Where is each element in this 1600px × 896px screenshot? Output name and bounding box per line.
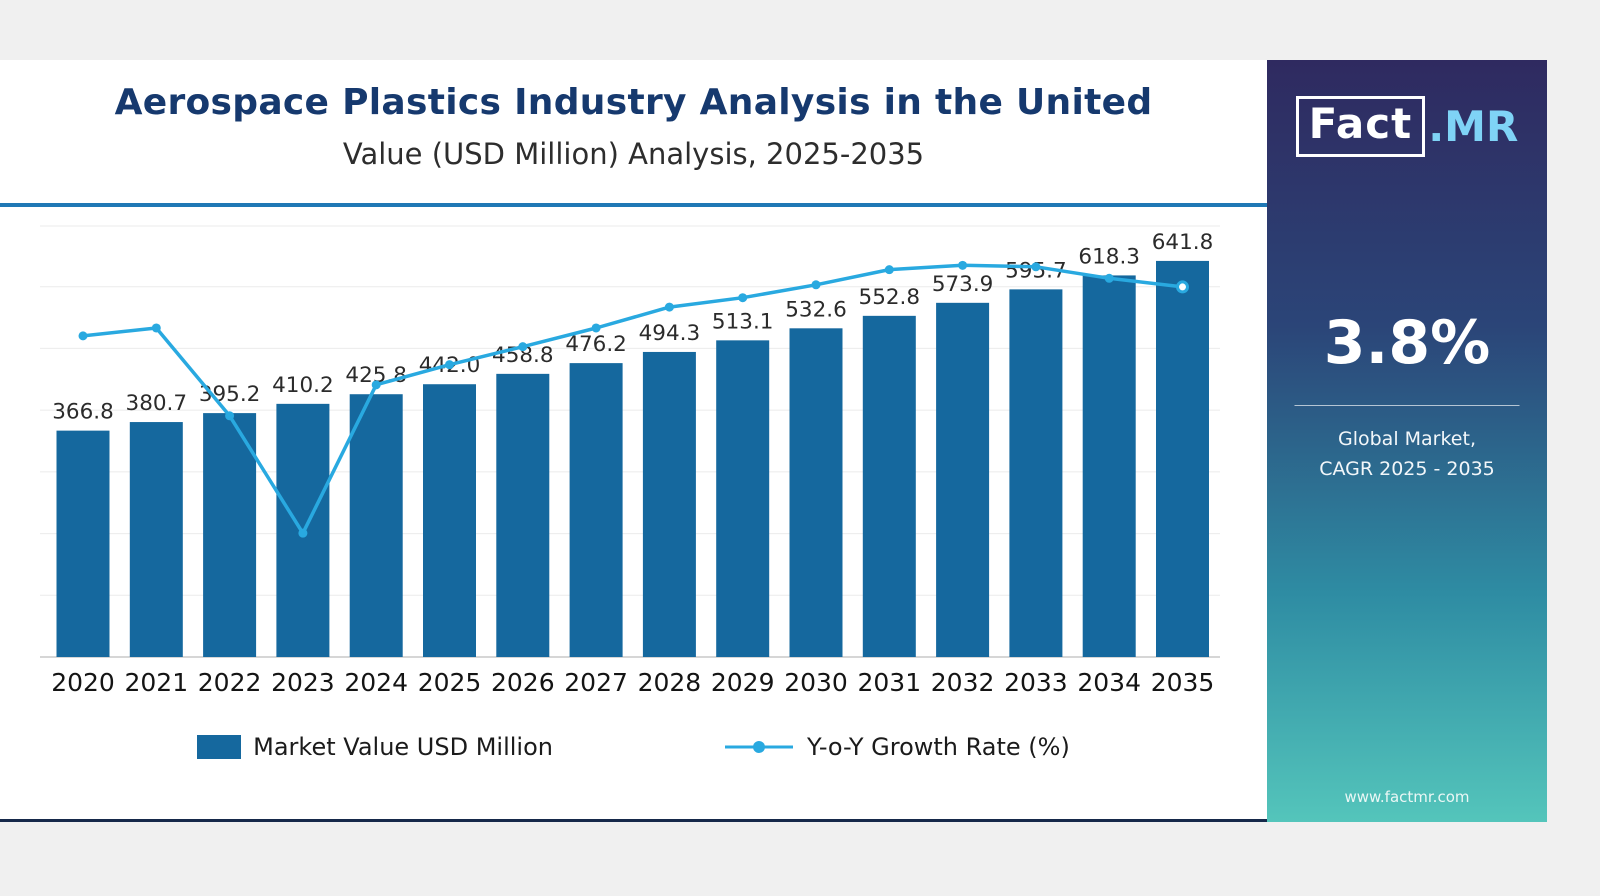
bar-legend-swatch xyxy=(197,735,242,760)
growth-marker-2028 xyxy=(664,302,674,312)
bar-2020 xyxy=(56,431,110,658)
cagr-divider xyxy=(1294,405,1520,406)
logo-fact-text: Fact xyxy=(1295,96,1426,157)
line-legend-label: Y-o-Y Growth Rate (%) xyxy=(807,733,1070,762)
chart-legend: Market Value USD Million Y-o-Y Growth Ra… xyxy=(0,733,1267,761)
bar-value-label-2032: 573.9 xyxy=(932,272,994,297)
growth-marker-2033 xyxy=(1031,262,1041,272)
cagr-value: 3.8% xyxy=(1323,308,1491,378)
bar-2022 xyxy=(203,413,257,658)
cagr-caption-line2: CAGR 2025 - 2035 xyxy=(1319,458,1495,481)
combo-chart-svg: 366.82020380.72021395.22022410.22023425.… xyxy=(40,225,1220,697)
bar-value-label-2035: 641.8 xyxy=(1152,230,1214,255)
bar-value-label-2028: 494.3 xyxy=(639,321,701,346)
bar-2033 xyxy=(1009,289,1063,658)
growth-marker-2022 xyxy=(225,411,235,421)
bar-value-label-2029: 513.1 xyxy=(712,310,774,335)
chart-subtitle: Value (USD Million) Analysis, 2025-2035 xyxy=(342,137,925,172)
legend-growth-rate: Y-o-Y Growth Rate (%) xyxy=(723,733,1070,761)
growth-marker-2030 xyxy=(811,280,821,290)
x-axis-label-2025: 2025 xyxy=(418,668,482,697)
growth-marker-2035 xyxy=(1176,280,1189,294)
brand-panel: Fact .MR 3.8% Global Market, CAGR 2025 - … xyxy=(1267,60,1547,822)
x-axis-label-2034: 2034 xyxy=(1077,668,1141,697)
growth-marker-2025 xyxy=(445,360,454,370)
x-axis-label-2022: 2022 xyxy=(198,668,262,697)
x-axis-label-2026: 2026 xyxy=(491,668,555,697)
growth-line xyxy=(81,263,1185,536)
bar-2029 xyxy=(716,340,770,658)
chart-section: Aerospace Plastics Industry Analysis in … xyxy=(0,60,1267,822)
x-axis-label-2028: 2028 xyxy=(638,668,702,697)
x-axis-label-2020: 2020 xyxy=(51,668,115,697)
x-axis-label-2024: 2024 xyxy=(344,668,408,697)
bar-2021 xyxy=(129,422,183,658)
growth-marker-2031 xyxy=(884,265,894,275)
growth-marker-2034 xyxy=(1104,274,1114,284)
x-axis-label-2023: 2023 xyxy=(271,668,335,697)
growth-marker-2029 xyxy=(738,293,748,303)
growth-marker-2024 xyxy=(371,380,381,390)
x-axis-label-2027: 2027 xyxy=(564,668,628,697)
line-legend-icon xyxy=(725,741,793,754)
bar-2028 xyxy=(642,352,696,658)
bar-2032 xyxy=(936,303,990,658)
bar-2024 xyxy=(349,394,403,658)
bar-value-label-2022: 395.2 xyxy=(199,382,261,407)
x-axis-label-2032: 2032 xyxy=(931,668,995,697)
bar-value-label-2031: 552.8 xyxy=(859,285,921,310)
combo-chart: 366.8 2020 380.7 2021 395.2 2022 410.2 2023 425.… xyxy=(14,225,1246,707)
growth-marker-2023 xyxy=(298,529,308,539)
bar-2031 xyxy=(862,316,916,658)
title-divider xyxy=(0,203,1267,208)
chart-title: Aerospace Plastics Industry Analysis in … xyxy=(114,82,1153,123)
website-url: www.factmr.com xyxy=(1344,788,1470,806)
bar-value-label-2030: 532.6 xyxy=(785,298,847,323)
legend-market-value: Market Value USD Million xyxy=(197,733,553,761)
bar-2025 xyxy=(423,384,476,658)
growth-marker-2021 xyxy=(151,323,161,333)
x-axis-label-2030: 2030 xyxy=(784,668,848,697)
cagr-caption: Global Market, CAGR 2025 - 2035 xyxy=(1267,424,1547,485)
bar-value-label-2027: 476.2 xyxy=(565,333,627,358)
bar-value-label-2023: 410.2 xyxy=(272,373,334,398)
cagr-caption-line1: Global Market, xyxy=(1337,428,1476,450)
factmr-logo: Fact .MR xyxy=(1267,96,1547,157)
growth-marker-2026 xyxy=(518,342,528,352)
growth-marker-2027 xyxy=(591,323,601,333)
infographic-card: Aerospace Plastics Industry Analysis in … xyxy=(0,60,1547,822)
x-axis-label-2033: 2033 xyxy=(1004,668,1068,697)
bar-value-label-2021: 380.7 xyxy=(126,391,188,416)
bar-legend-label: Market Value USD Million xyxy=(253,733,553,762)
bar-2027 xyxy=(569,363,623,658)
logo-mr-text: .MR xyxy=(1428,102,1519,151)
bar-2035 xyxy=(1156,261,1209,658)
bar-value-label-2034: 618.3 xyxy=(1078,245,1140,270)
bar-2034 xyxy=(1082,275,1136,658)
bar-value-label-2020: 366.8 xyxy=(52,400,114,425)
x-axis-label-2021: 2021 xyxy=(124,668,188,697)
bar-2026 xyxy=(496,374,550,658)
bar-2030 xyxy=(789,328,843,658)
x-axis-label-2029: 2029 xyxy=(711,668,775,697)
growth-marker-2020 xyxy=(78,331,88,341)
bottom-border-line xyxy=(0,819,1267,822)
x-axis-label-2035: 2035 xyxy=(1151,668,1215,697)
growth-marker-2032 xyxy=(958,261,968,271)
x-axis-label-2031: 2031 xyxy=(857,668,921,697)
